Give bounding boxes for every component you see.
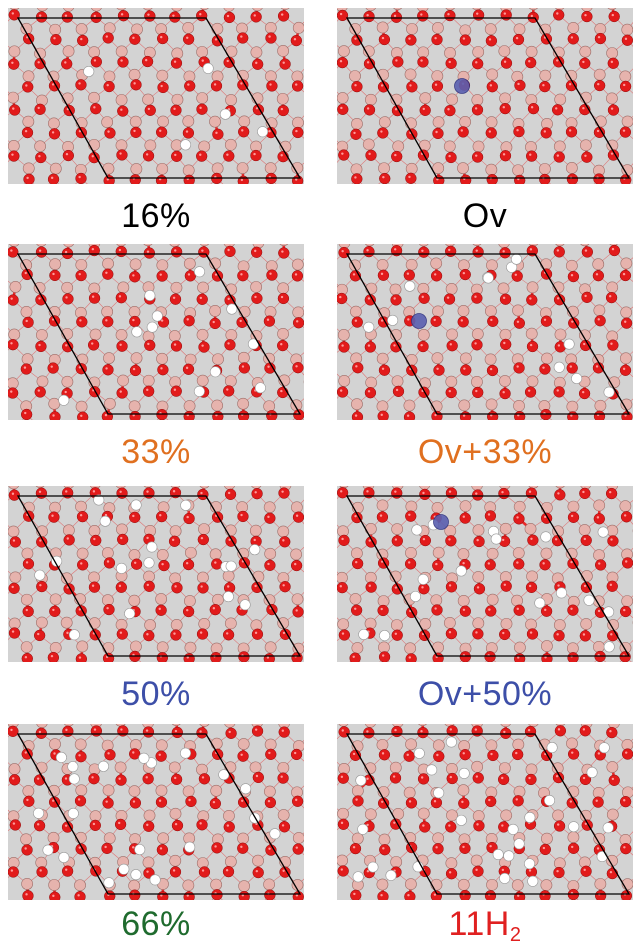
structure-panel-33 <box>8 244 304 420</box>
structure-panel-ov <box>337 8 633 184</box>
structure-panel-11h2 <box>337 724 633 900</box>
structure-panel-50 <box>8 486 304 662</box>
label-ov50: Ov+50% <box>417 675 553 713</box>
label-ov33: Ov+33% <box>417 433 553 471</box>
label-ov: Ov <box>462 197 508 235</box>
structure-panel-ov50 <box>337 486 633 662</box>
label-11h2: 11H2 <box>448 905 522 946</box>
label-66: 66% <box>121 905 191 943</box>
structure-panel-ov33 <box>337 244 633 420</box>
label-33: 33% <box>121 433 191 471</box>
label-50: 50% <box>121 675 191 713</box>
label-16: 16% <box>121 197 191 235</box>
structure-panel-66 <box>8 724 304 900</box>
structure-panel-16 <box>8 8 304 184</box>
